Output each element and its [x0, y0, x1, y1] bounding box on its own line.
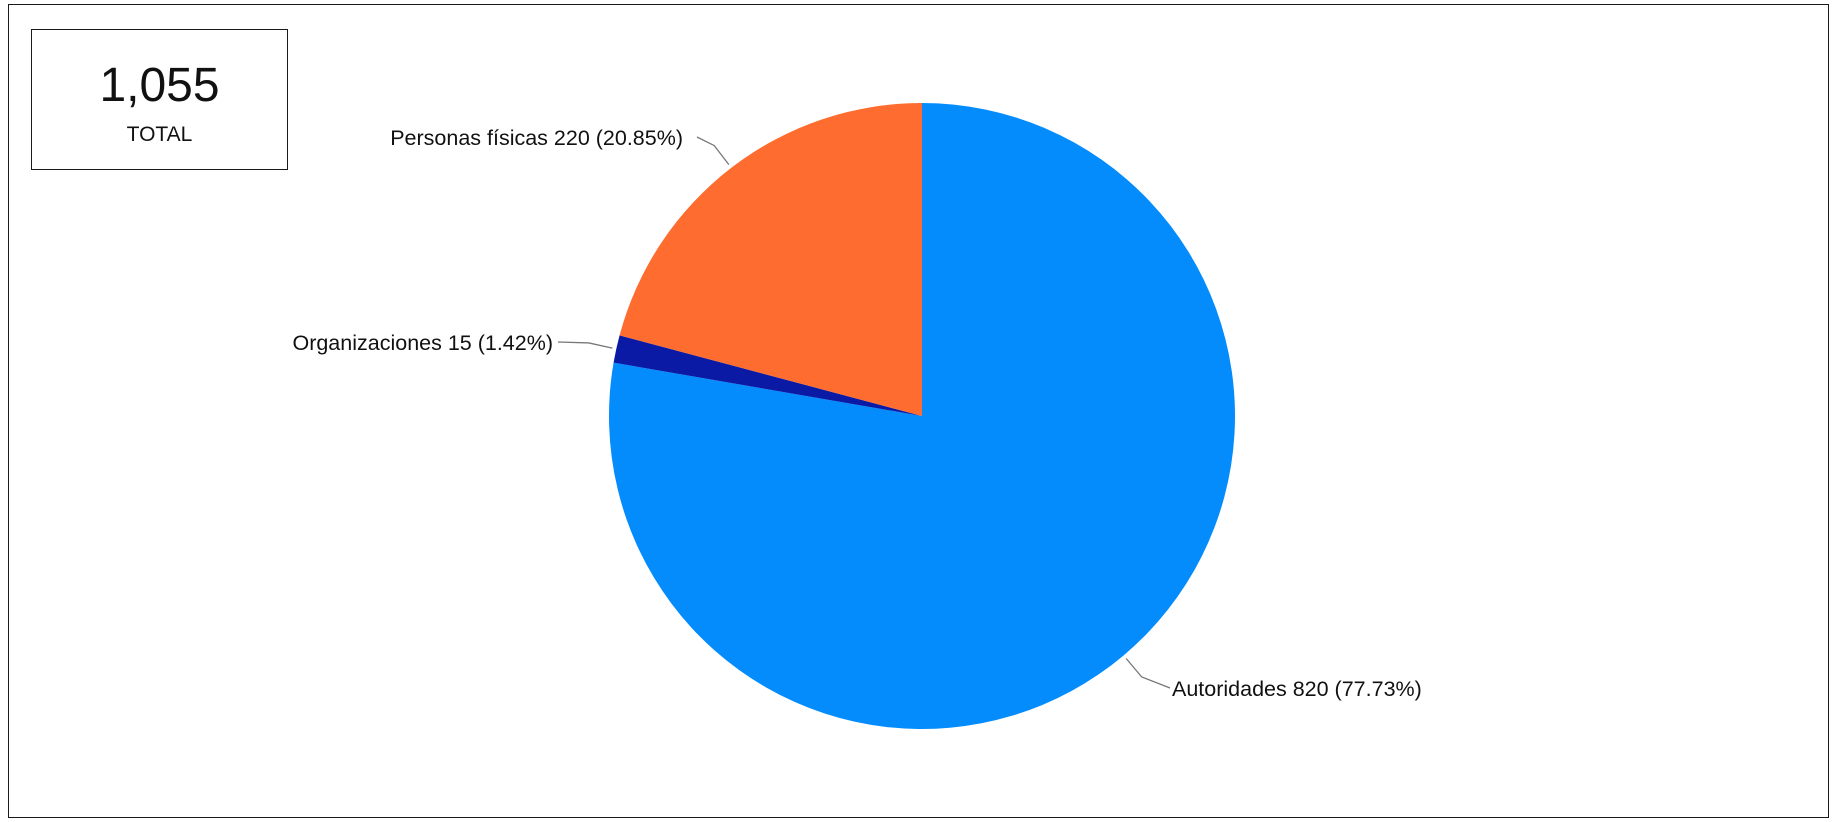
- leader-line: [1125, 658, 1171, 689]
- slice-label: Organizaciones 15 (1.42%): [292, 331, 553, 355]
- slice-labels: Autoridades 820 (77.73%) Organizaciones 1…: [292, 126, 1421, 701]
- pie-slice-organizaciones: [613, 335, 922, 416]
- leader-line: [696, 136, 730, 166]
- pie-slices: [609, 102, 1235, 729]
- leader-line: [557, 341, 613, 349]
- pie-slice-personas-físicas: [619, 102, 922, 417]
- total-label: TOTAL: [126, 123, 193, 146]
- slice-label: Personas físicas 220 (20.85%): [390, 126, 683, 150]
- total-value: 1,055: [99, 59, 220, 112]
- total-summary-box: 1,055 TOTAL: [31, 29, 288, 170]
- slice-label: Autoridades 820 (77.73%): [1172, 677, 1422, 701]
- leader-lines: [557, 136, 1171, 689]
